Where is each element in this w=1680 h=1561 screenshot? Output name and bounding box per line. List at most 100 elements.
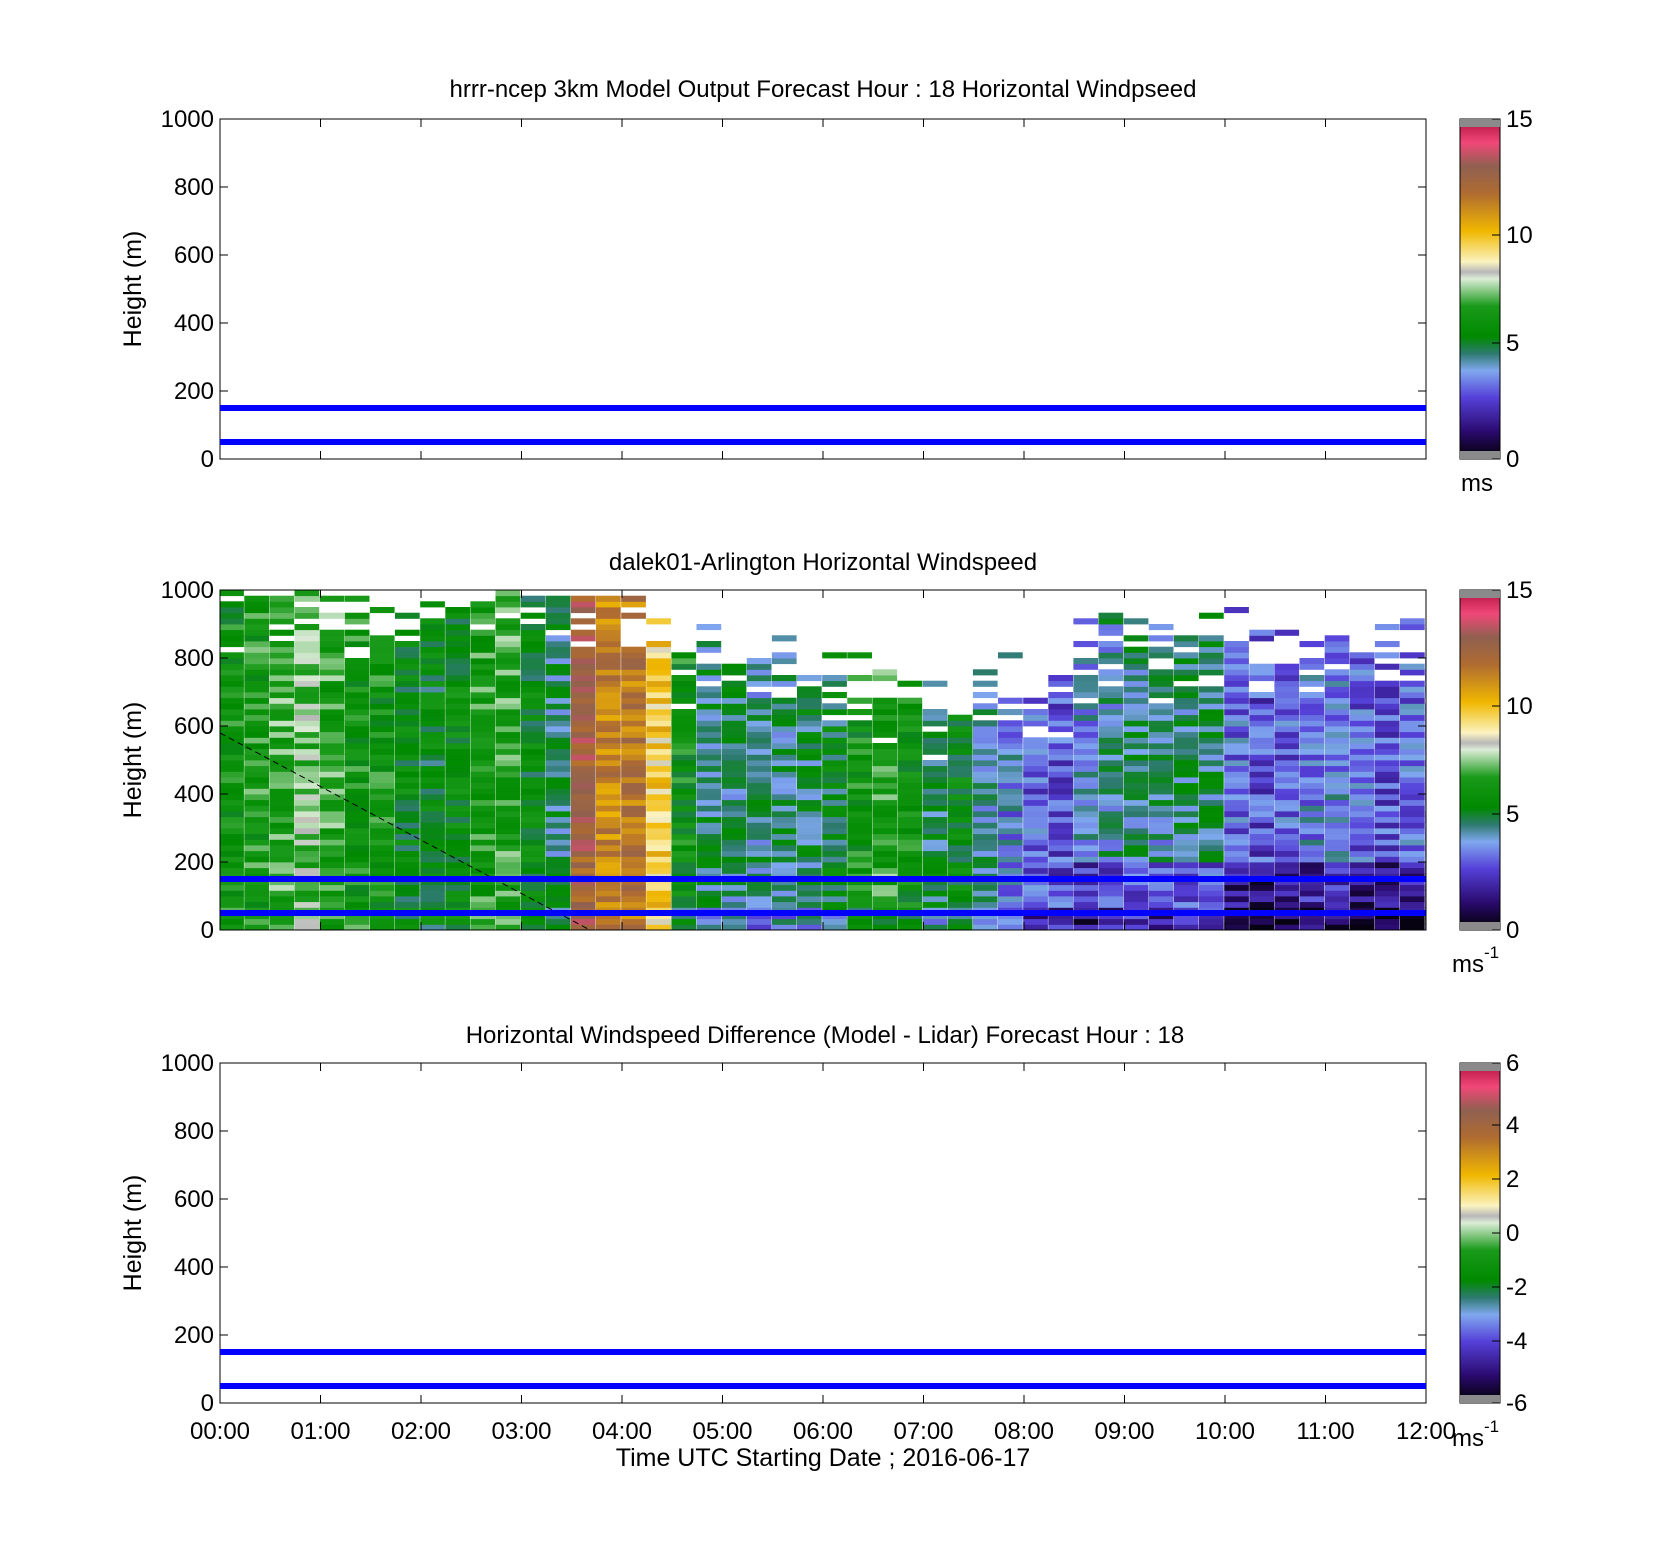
heatmap-cell bbox=[721, 748, 747, 755]
heatmap-cell bbox=[1173, 765, 1199, 772]
heatmap-cell bbox=[220, 754, 244, 761]
heatmap-cell bbox=[1400, 850, 1425, 857]
heatmap-cell bbox=[897, 890, 923, 897]
heatmap-cell bbox=[520, 777, 546, 784]
heatmap-cell bbox=[696, 754, 722, 761]
heatmap-cell bbox=[972, 918, 998, 925]
heatmap-cell bbox=[1400, 669, 1425, 676]
heatmap-cell bbox=[1324, 680, 1350, 687]
heatmap-cell bbox=[344, 924, 370, 930]
heatmap-cell bbox=[1023, 890, 1048, 897]
heatmap-cell bbox=[1048, 675, 1073, 682]
heatmap-cell bbox=[369, 714, 395, 721]
heatmap-cell bbox=[1249, 703, 1274, 710]
heatmap-cell bbox=[998, 839, 1023, 846]
heatmap-cell bbox=[972, 805, 998, 812]
heatmap-cell bbox=[545, 862, 571, 869]
heatmap-cell bbox=[746, 811, 772, 818]
heatmap-cell bbox=[1148, 692, 1174, 699]
heatmap-cell bbox=[420, 862, 445, 869]
heatmap-cell bbox=[1048, 856, 1073, 863]
heatmap-cell bbox=[319, 794, 345, 801]
heatmap-cell bbox=[1400, 737, 1425, 744]
heatmap-cell bbox=[294, 805, 320, 812]
heatmap-cell bbox=[369, 686, 395, 693]
heatmap-cell bbox=[1199, 782, 1224, 789]
heatmap-cell bbox=[420, 692, 445, 699]
heatmap-cell bbox=[1123, 709, 1149, 716]
heatmap-cell bbox=[1123, 646, 1149, 653]
heatmap-cell bbox=[646, 697, 671, 704]
heatmap-cell bbox=[1199, 748, 1224, 755]
heatmap-cell bbox=[897, 703, 923, 710]
heatmap-cell bbox=[1349, 720, 1375, 727]
heatmap-cell bbox=[1199, 913, 1224, 920]
heatmap-cell bbox=[847, 788, 872, 795]
heatmap-cell bbox=[998, 805, 1023, 812]
heatmap-cell bbox=[1274, 867, 1300, 874]
heatmap-cell bbox=[596, 862, 621, 869]
heatmap-cell bbox=[570, 658, 596, 665]
heatmap-cell bbox=[1048, 680, 1073, 687]
heatmap-cell bbox=[1324, 879, 1350, 886]
heatmap-cell bbox=[269, 748, 295, 755]
heatmap-cell bbox=[570, 697, 596, 704]
heatmap-cell bbox=[445, 737, 470, 744]
heatmap-cell bbox=[220, 799, 244, 806]
heatmap-cell bbox=[1224, 794, 1249, 801]
heatmap-cell bbox=[1374, 856, 1400, 863]
heatmap-cell bbox=[1374, 641, 1400, 648]
heatmap-cell bbox=[570, 680, 596, 687]
heatmap-cell bbox=[646, 856, 671, 863]
heatmap-cell bbox=[1274, 663, 1300, 670]
heatmap-cell bbox=[847, 675, 872, 682]
heatmap-cell bbox=[872, 816, 898, 823]
heatmap-cell bbox=[1023, 850, 1048, 857]
heatmap-cell bbox=[1148, 765, 1174, 772]
heatmap-cell bbox=[797, 794, 822, 801]
heatmap-cell bbox=[1374, 918, 1400, 925]
heatmap-cell bbox=[294, 850, 320, 857]
heatmap-cell bbox=[671, 901, 697, 908]
heatmap-cell bbox=[1274, 777, 1300, 784]
y-tick-label: 600 bbox=[174, 713, 214, 740]
heatmap-cell bbox=[671, 896, 697, 903]
heatmap-cell bbox=[1274, 879, 1300, 886]
heatmap-cell bbox=[470, 709, 496, 716]
heatmap-cell bbox=[570, 675, 596, 682]
heatmap-cell bbox=[420, 816, 445, 823]
heatmap-cell bbox=[1324, 697, 1350, 704]
heatmap-cell bbox=[822, 924, 847, 930]
heatmap-cell bbox=[721, 692, 747, 699]
heatmap-cell bbox=[1123, 839, 1149, 846]
heatmap-cell bbox=[445, 901, 470, 908]
heatmap-cell bbox=[395, 697, 420, 704]
heatmap-cell bbox=[972, 839, 998, 846]
heatmap-cell bbox=[395, 646, 420, 653]
heatmap-cell bbox=[847, 884, 872, 891]
heatmap-cell bbox=[1148, 816, 1174, 823]
heatmap-cell bbox=[1123, 879, 1149, 886]
heatmap-cell bbox=[395, 748, 420, 755]
heatmap-cell bbox=[746, 845, 772, 852]
heatmap-cell bbox=[495, 726, 521, 733]
heatmap-cell bbox=[1299, 726, 1325, 733]
heatmap-cell bbox=[1374, 624, 1400, 631]
heatmap-cell bbox=[244, 760, 269, 767]
heatmap-cell bbox=[344, 839, 370, 846]
x-tick-label: 01:00 bbox=[290, 1418, 350, 1445]
heatmap-cell bbox=[1274, 811, 1300, 818]
heatmap-cell bbox=[1148, 646, 1174, 653]
heatmap-cell bbox=[470, 896, 496, 903]
heatmap-cell bbox=[1148, 743, 1174, 750]
heatmap-cell bbox=[947, 822, 973, 829]
heatmap-cell bbox=[596, 663, 621, 670]
heatmap-cell bbox=[1173, 782, 1199, 789]
heatmap-cell bbox=[1123, 703, 1149, 710]
heatmap-cell bbox=[1023, 760, 1048, 767]
heatmap-cell bbox=[1274, 737, 1300, 744]
heatmap-cell bbox=[822, 782, 847, 789]
heatmap-cell bbox=[344, 726, 370, 733]
heatmap-cell bbox=[319, 743, 345, 750]
heatmap-cell bbox=[621, 850, 646, 857]
